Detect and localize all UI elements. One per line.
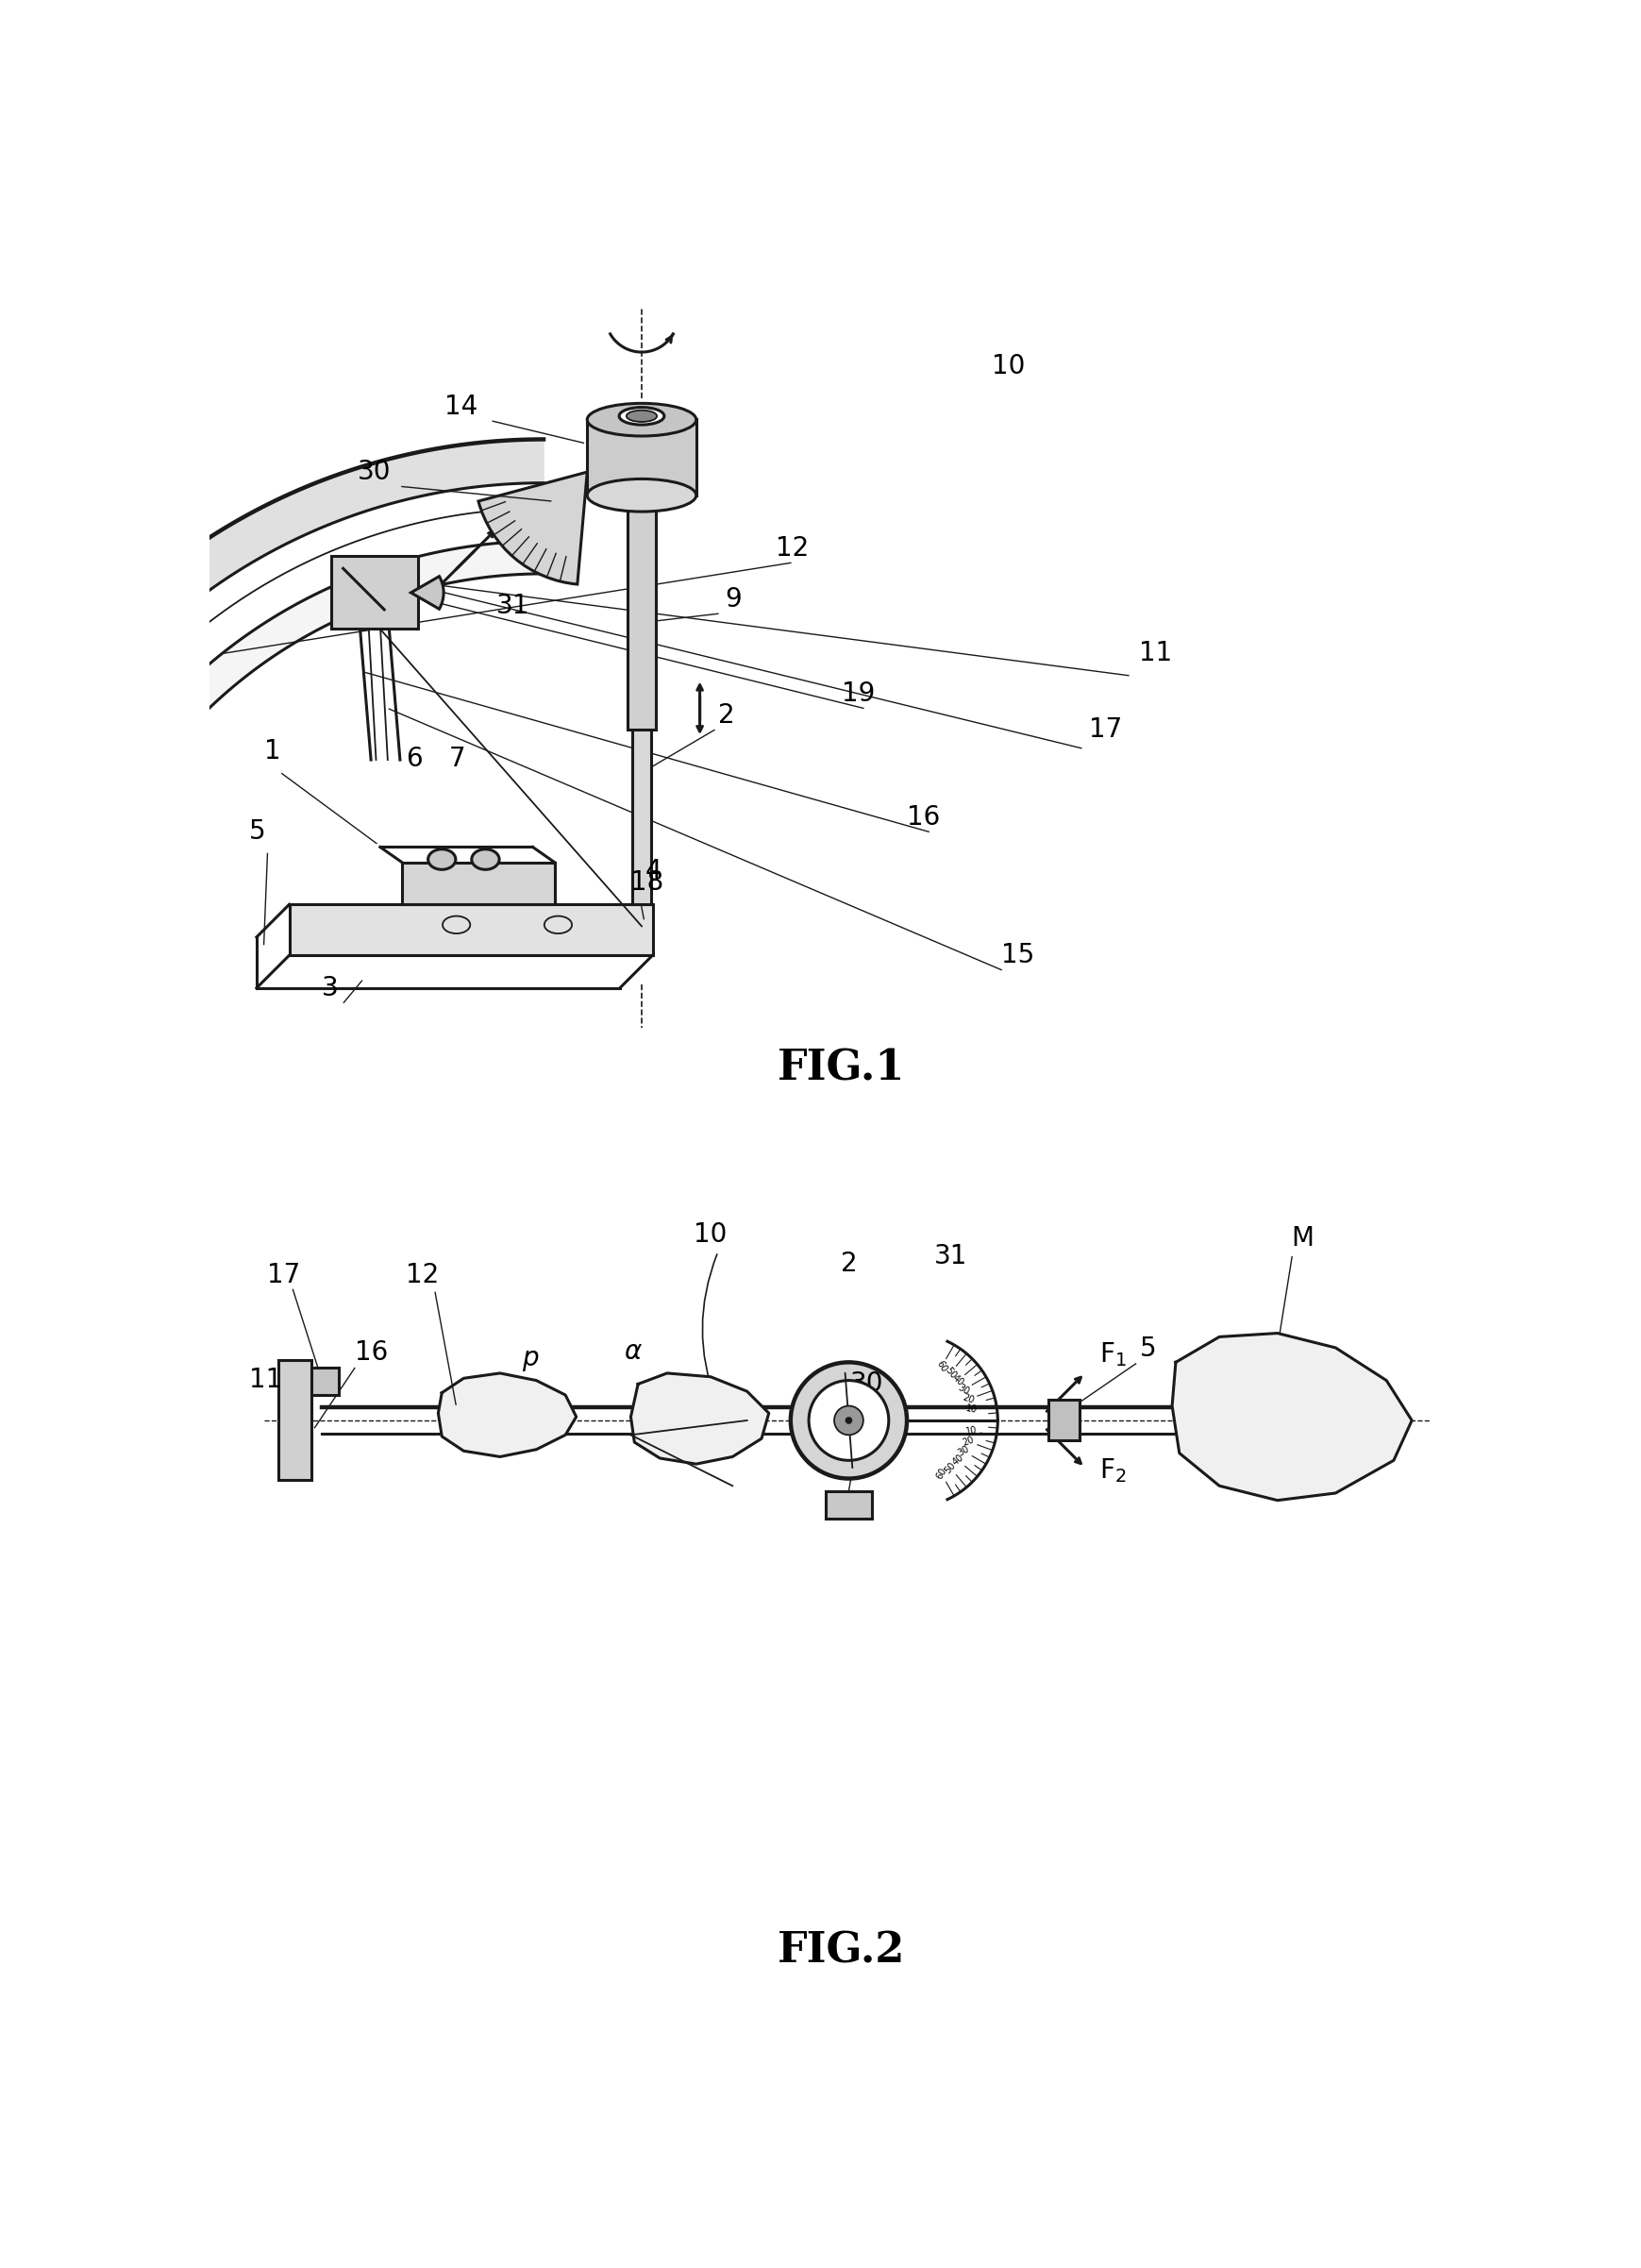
Wedge shape xyxy=(410,576,443,610)
Ellipse shape xyxy=(587,479,696,513)
Text: 4: 4 xyxy=(645,857,661,885)
Text: 10: 10 xyxy=(965,1404,978,1415)
Text: 17: 17 xyxy=(1088,717,1121,744)
Text: 2: 2 xyxy=(717,703,734,728)
Text: 6: 6 xyxy=(405,746,422,771)
Text: 19: 19 xyxy=(842,680,875,708)
Text: 30: 30 xyxy=(850,1370,883,1397)
Text: 11: 11 xyxy=(1139,640,1172,667)
Text: 31: 31 xyxy=(496,592,530,619)
Bar xyxy=(289,905,651,955)
Polygon shape xyxy=(1172,1334,1411,1501)
Text: 5: 5 xyxy=(1139,1336,1155,1363)
Text: 40: 40 xyxy=(950,1374,965,1388)
Bar xyxy=(402,862,555,905)
Text: 30: 30 xyxy=(957,1383,971,1397)
Circle shape xyxy=(834,1406,863,1436)
Ellipse shape xyxy=(587,404,696,435)
Bar xyxy=(1049,1399,1078,1440)
Text: FIG.2: FIG.2 xyxy=(778,1930,904,1971)
Text: p: p xyxy=(522,1345,538,1372)
Text: 10: 10 xyxy=(694,1222,727,1247)
Text: 50: 50 xyxy=(942,1365,957,1381)
Polygon shape xyxy=(630,1372,768,1465)
Text: 30: 30 xyxy=(957,1445,971,1458)
Text: FIG.1: FIG.1 xyxy=(778,1048,904,1089)
Text: 2: 2 xyxy=(840,1250,857,1277)
Ellipse shape xyxy=(428,848,456,869)
Text: 10: 10 xyxy=(991,354,1024,379)
Text: F$_1$: F$_1$ xyxy=(1099,1340,1126,1368)
Ellipse shape xyxy=(471,848,499,869)
Text: 9: 9 xyxy=(725,585,742,612)
Text: 11: 11 xyxy=(249,1368,282,1393)
Text: 40: 40 xyxy=(950,1454,965,1467)
Text: 18: 18 xyxy=(630,869,663,896)
Text: 50: 50 xyxy=(942,1461,957,1474)
Text: M: M xyxy=(1291,1225,1313,1252)
Bar xyxy=(279,1361,310,1481)
Polygon shape xyxy=(30,542,543,1014)
Text: 60: 60 xyxy=(934,1359,948,1374)
Text: 12: 12 xyxy=(405,1261,438,1288)
Circle shape xyxy=(809,1381,888,1461)
Bar xyxy=(310,1368,338,1395)
Text: 12: 12 xyxy=(776,535,809,560)
Bar xyxy=(627,494,655,730)
Text: 14: 14 xyxy=(445,392,478,420)
Text: 60: 60 xyxy=(934,1467,948,1481)
Ellipse shape xyxy=(627,411,656,422)
Text: 20: 20 xyxy=(962,1436,975,1447)
Circle shape xyxy=(845,1418,852,1424)
Text: 10: 10 xyxy=(965,1427,978,1438)
Text: 31: 31 xyxy=(934,1243,967,1270)
Polygon shape xyxy=(0,440,543,1007)
Text: F$_2$: F$_2$ xyxy=(1099,1456,1126,1486)
Wedge shape xyxy=(478,472,587,585)
Text: 5: 5 xyxy=(249,819,266,844)
Text: 30: 30 xyxy=(358,458,391,485)
Text: 20: 20 xyxy=(962,1393,975,1406)
Bar xyxy=(825,1490,871,1520)
Bar xyxy=(331,556,418,628)
Circle shape xyxy=(791,1363,906,1479)
Text: 3: 3 xyxy=(322,975,338,1000)
Text: 7: 7 xyxy=(450,746,466,771)
Bar xyxy=(587,420,696,494)
Text: 16: 16 xyxy=(354,1340,387,1365)
Text: 15: 15 xyxy=(1001,941,1034,968)
Text: 1: 1 xyxy=(264,739,281,764)
Bar xyxy=(632,730,651,905)
Text: α: α xyxy=(624,1338,640,1365)
Text: 17: 17 xyxy=(267,1261,300,1288)
Polygon shape xyxy=(438,1372,576,1456)
Text: 16: 16 xyxy=(906,803,940,830)
Ellipse shape xyxy=(619,408,665,424)
